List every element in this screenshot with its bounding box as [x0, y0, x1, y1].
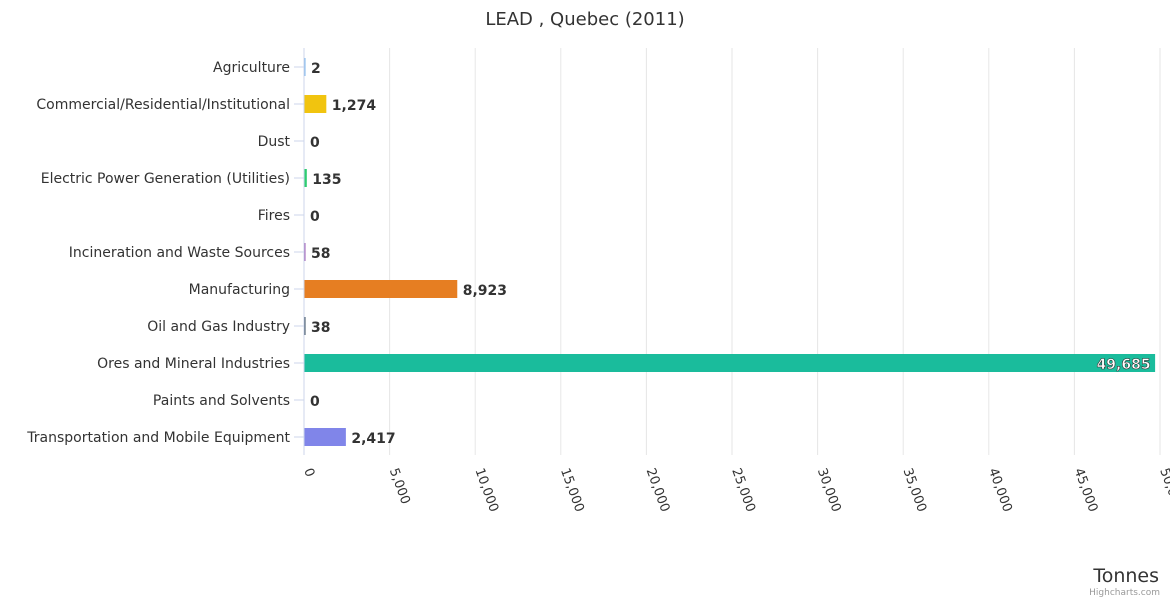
category-label: Fires — [258, 208, 290, 224]
x-tick-label: 0 — [300, 466, 317, 479]
bar — [304, 58, 306, 76]
category-label: Transportation and Mobile Equipment — [26, 430, 290, 446]
category-label: Manufacturing — [189, 282, 290, 298]
category-label: Commercial/Residential/Institutional — [36, 97, 290, 113]
bar — [304, 95, 327, 113]
category-label: Oil and Gas Industry — [147, 319, 290, 335]
x-tick-label: 35,000 — [899, 466, 929, 514]
data-label: 8,923 — [463, 283, 507, 299]
data-label: 135 — [312, 172, 341, 188]
data-label: 2 — [311, 61, 321, 77]
x-axis-title: Tonnes — [1092, 565, 1159, 587]
x-tick-label: 20,000 — [643, 466, 673, 514]
x-tick-label: 50,000 — [1156, 466, 1170, 514]
category-label: Incineration and Waste Sources — [69, 245, 290, 261]
bar — [304, 354, 1156, 372]
data-label: 38 — [311, 320, 330, 336]
bar — [304, 428, 346, 446]
x-tick-label: 5,000 — [386, 466, 413, 506]
data-label: 0 — [310, 209, 320, 225]
x-tick-label: 15,000 — [557, 466, 587, 514]
data-label: 0 — [310, 394, 320, 410]
category-label: Dust — [258, 134, 291, 150]
chart-title: LEAD , Quebec (2011) — [485, 9, 684, 30]
credits-link[interactable]: Highcharts.com — [1089, 588, 1160, 598]
bar — [304, 280, 458, 298]
bar — [304, 169, 307, 187]
category-label: Ores and Mineral Industries — [97, 356, 290, 372]
bar — [304, 317, 306, 335]
data-label: 58 — [311, 246, 330, 262]
x-tick-label: 30,000 — [814, 466, 844, 514]
category-label: Agriculture — [213, 60, 290, 76]
category-label: Electric Power Generation (Utilities) — [41, 171, 290, 187]
data-label: 0 — [310, 135, 320, 151]
x-tick-label: 40,000 — [985, 466, 1015, 514]
x-tick-label: 45,000 — [1071, 466, 1101, 514]
data-label: 2,417 — [351, 431, 395, 447]
x-tick-label: 10,000 — [471, 466, 501, 514]
category-label: Paints and Solvents — [153, 393, 290, 409]
bar — [304, 243, 306, 261]
data-label: 1,274 — [332, 98, 377, 114]
data-label: 49,685 — [1097, 357, 1151, 373]
x-tick-label: 25,000 — [728, 466, 758, 514]
